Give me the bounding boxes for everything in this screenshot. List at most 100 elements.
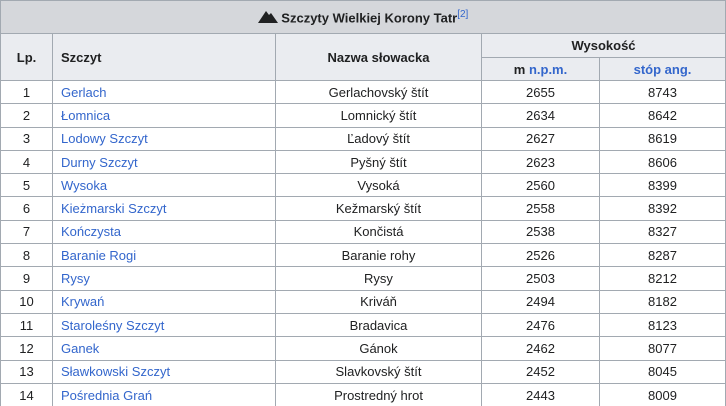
meters-cell: 2443 (481, 382, 600, 406)
slovak-name-cell: Bradavica (275, 312, 482, 338)
lp-cell: 12 (0, 336, 53, 361)
peak-cell: Kończysta (52, 219, 276, 245)
slovak-name-cell: Rysy (275, 266, 482, 291)
peak-cell: Pośrednia Grań (52, 382, 276, 406)
table-row: 12 Ganek Gánok 2462 8077 (0, 336, 726, 361)
peak-link[interactable]: Ganek (61, 340, 100, 356)
meters-cell: 2560 (481, 173, 600, 198)
header-szczyt: Szczyt (52, 33, 276, 81)
slovak-name-cell: Ľadový štít (275, 126, 482, 151)
slovak-name-cell: Prostredný hrot (275, 382, 482, 406)
slovak-name-cell: Kriváň (275, 289, 482, 314)
feet-cell: 8287 (598, 243, 726, 268)
feet-cell: 8077 (598, 336, 726, 361)
table-row: 5 Wysoka Vysoká 2560 8399 (0, 173, 726, 198)
mountain-icon (257, 11, 278, 24)
lp-cell: 4 (0, 149, 53, 175)
meters-cell: 2476 (481, 312, 600, 338)
lp-cell: 13 (0, 359, 53, 384)
peak-link[interactable]: Kieżmarski Szczyt (61, 201, 167, 217)
lp-cell: 5 (0, 173, 53, 198)
peak-link[interactable]: Staroleśny Szczyt (61, 317, 165, 333)
feet-cell: 8123 (598, 312, 726, 338)
lp-cell: 10 (0, 289, 53, 314)
feet-cell: 8743 (598, 79, 726, 105)
meters-cell: 2558 (481, 196, 600, 221)
slovak-name-cell: Pyšný štít (275, 149, 482, 175)
peak-link[interactable]: Kończysta (61, 224, 121, 240)
peak-link[interactable]: Durny Szczyt (61, 154, 138, 170)
peak-link[interactable]: Baranie Rogi (61, 247, 137, 263)
meters-cell: 2503 (481, 266, 600, 291)
peak-link[interactable]: Sławkowski Szczyt (61, 364, 171, 380)
lp-cell: 8 (0, 243, 53, 268)
peak-cell: Durny Szczyt (52, 149, 276, 175)
peak-cell: Wysoka (52, 173, 276, 198)
lp-cell: 3 (0, 126, 53, 151)
header-nazwa: Nazwa słowacka (275, 33, 482, 81)
meters-cell: 2462 (481, 336, 600, 361)
feet-cell: 8045 (598, 359, 726, 384)
peak-cell: Lodowy Szczyt (52, 126, 276, 151)
lp-cell: 6 (0, 196, 53, 221)
peak-cell: Baranie Rogi (52, 243, 276, 268)
caption-title: Szczyty Wielkiej Korony Tatr (281, 10, 458, 26)
feet-cell: 8392 (598, 196, 726, 221)
peak-link[interactable]: Lodowy Szczyt (61, 131, 148, 147)
table-body: 1 Gerlach Gerlachovský štít 2655 8743 2 Łomnic… (0, 79, 726, 406)
slovak-name-cell: Končistá (275, 219, 482, 245)
feet-cell: 8182 (598, 289, 726, 314)
slovak-name-cell: Gerlachovský štít (275, 79, 482, 105)
feet-cell: 8212 (598, 266, 726, 291)
peak-cell: Rysy (52, 266, 276, 291)
feet-cell: 8009 (598, 382, 726, 406)
lp-cell: 1 (0, 79, 53, 105)
table-row: 7 Kończysta Končistá 2538 8327 (0, 219, 726, 245)
slovak-name-cell: Baranie rohy (275, 243, 482, 268)
meters-cell: 2634 (481, 103, 600, 128)
slovak-name-cell: Slavkovský štít (275, 359, 482, 384)
peak-cell: Gerlach (52, 79, 276, 105)
lp-cell: 7 (0, 219, 53, 245)
peak-link[interactable]: Gerlach (61, 84, 107, 100)
table-row: 4 Durny Szczyt Pyšný štít 2623 8606 (0, 149, 726, 175)
peak-link[interactable]: Rysy (61, 271, 90, 287)
peak-cell: Kieżmarski Szczyt (52, 196, 276, 221)
lp-cell: 9 (0, 266, 53, 291)
slovak-name-cell: Lomnický štít (275, 103, 482, 128)
feet-cell: 8327 (598, 219, 726, 245)
peak-link[interactable]: Łomnica (61, 107, 111, 123)
table-row: 14 Pośrednia Grań Prostredný hrot 2443 8009 (0, 382, 726, 406)
meters-cell: 2623 (481, 149, 600, 175)
peak-cell: Łomnica (52, 103, 276, 128)
meters-cell: 2452 (481, 359, 600, 384)
header-stop: stóp ang. (598, 57, 726, 81)
peak-cell: Staroleśny Szczyt (52, 312, 276, 338)
npm-link[interactable]: n.p.m. (528, 61, 568, 77)
peak-link[interactable]: Wysoka (61, 177, 108, 193)
header-m: m n.p.m. (481, 57, 600, 81)
lp-cell: 2 (0, 103, 53, 128)
unit-m: m (513, 61, 526, 77)
table-row: 13 Sławkowski Szczyt Slavkovský štít 2452 80… (0, 359, 726, 384)
peak-link[interactable]: Pośrednia Grań (61, 387, 153, 403)
ref-link[interactable]: [2] (457, 8, 469, 20)
peak-cell: Sławkowski Szczyt (52, 359, 276, 384)
table-row: 10 Krywań Kriváň 2494 8182 (0, 289, 726, 314)
meters-cell: 2526 (481, 243, 600, 268)
feet-cell: 8606 (598, 149, 726, 175)
lp-cell: 11 (0, 312, 53, 338)
feet-cell: 8399 (598, 173, 726, 198)
meters-cell: 2627 (481, 126, 600, 151)
header-lp: Lp. (0, 33, 53, 81)
meters-cell: 2494 (481, 289, 600, 314)
peak-link[interactable]: Krywań (61, 294, 105, 310)
slovak-name-cell: Gánok (275, 336, 482, 361)
feet-cell: 8642 (598, 103, 726, 128)
table-row: 9 Rysy Rysy 2503 8212 (0, 266, 726, 291)
table-row: 1 Gerlach Gerlachovský štít 2655 8743 (0, 79, 726, 105)
meters-cell: 2655 (481, 79, 600, 105)
lp-cell: 14 (0, 382, 53, 406)
stop-link[interactable]: stóp ang. (633, 61, 692, 77)
